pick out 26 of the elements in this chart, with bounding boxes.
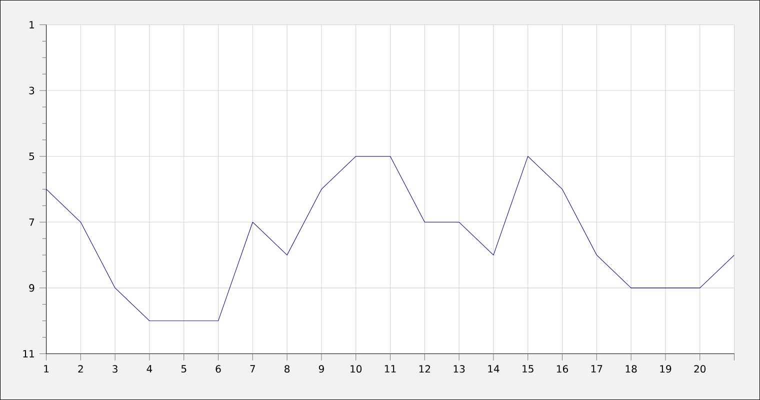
x-tick-label: 1 (44, 365, 49, 372)
x-tick-label: 20 (694, 365, 706, 373)
x-tick-label: 10 (350, 365, 362, 373)
x-tick-label: 5 (181, 365, 186, 373)
x-tick-label: 6 (216, 365, 221, 373)
x-tick-label: 14 (488, 365, 500, 372)
x-tick-label: 7 (250, 365, 255, 372)
x-tick-label: 13 (454, 365, 465, 373)
x-tick-label: 16 (557, 365, 568, 373)
y-tick-label: 5 (29, 152, 34, 160)
y-tick-label: 9 (29, 284, 34, 292)
x-tick-label: 11 (385, 365, 396, 372)
x-tick-label: 15 (522, 365, 534, 373)
x-tick-label: 3 (112, 365, 118, 373)
x-tick-label: 8 (284, 365, 290, 373)
x-tick-label: 9 (318, 365, 324, 373)
y-tick-label: 3 (29, 86, 34, 94)
y-tick-label: 11 (23, 350, 34, 358)
x-tick-label: 17 (591, 365, 602, 372)
y-tick-label: 1 (30, 21, 34, 28)
x-tick-label: 12 (419, 365, 430, 373)
x-tick-label: 4 (146, 365, 152, 372)
x-tick-label: 19 (660, 365, 672, 373)
x-tick-label: 18 (626, 365, 637, 373)
x-tick-label: 2 (78, 365, 83, 373)
y-tick-label: 7 (29, 218, 34, 226)
